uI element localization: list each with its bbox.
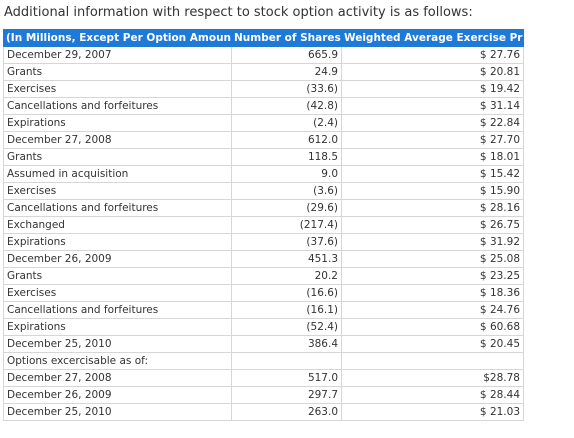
table-row: December 25, 2010 263.0 $ 21.03 [3, 403, 524, 421]
weighted-average-price-cell: $ 25.08 [341, 250, 524, 268]
row-label-cell: December 25, 2010 [3, 403, 232, 421]
table-row: December 26, 2009 451.3 $ 25.08 [3, 250, 524, 268]
row-label-cell: Expirations [3, 114, 232, 132]
table-row: December 27, 2008 517.0 $28.78 [3, 369, 524, 387]
header-period: (In Millions, Except Per Option Amounts) [3, 29, 232, 47]
weighted-average-price-cell: $ 20.45 [341, 335, 524, 353]
table-caption: Additional information with respect to s… [4, 5, 473, 20]
number-of-shares-cell: (42.8) [231, 97, 342, 115]
number-of-shares-cell: (16.6) [231, 284, 342, 302]
row-label-cell: Assumed in acquisition [3, 165, 232, 183]
weighted-average-price-cell: $ 18.01 [341, 148, 524, 166]
table-header-row: (In Millions, Except Per Option Amounts)… [3, 29, 524, 47]
weighted-average-price-cell: $ 15.42 [341, 165, 524, 183]
number-of-shares-cell [231, 352, 342, 370]
table-row: December 26, 2009 297.7 $ 28.44 [3, 386, 524, 404]
number-of-shares-cell: 20.2 [231, 267, 342, 285]
number-of-shares-cell: (37.6) [231, 233, 342, 251]
number-of-shares-cell: (3.6) [231, 182, 342, 200]
header-weighted-average-price: Weighted Average Exercise Price [341, 29, 524, 47]
weighted-average-price-cell: $ 19.42 [341, 80, 524, 98]
row-label-cell: Exchanged [3, 216, 232, 234]
table-row: Cancellations and forfeitures (29.6) $ 28.… [3, 199, 524, 217]
table-row: Exercises (16.6) $ 18.36 [3, 284, 524, 302]
weighted-average-price-cell: $ 60.68 [341, 318, 524, 336]
table-row: December 27, 2008 612.0 $ 27.70 [3, 131, 524, 149]
number-of-shares-cell: 24.9 [231, 63, 342, 81]
number-of-shares-cell: 9.0 [231, 165, 342, 183]
weighted-average-price-cell: $ 28.16 [341, 199, 524, 217]
row-label-cell: December 25, 2010 [3, 335, 232, 353]
number-of-shares-cell: (217.4) [231, 216, 342, 234]
weighted-average-price-cell: $ 24.76 [341, 301, 524, 319]
table-row: Exercises (3.6) $ 15.90 [3, 182, 524, 200]
number-of-shares-cell: (33.6) [231, 80, 342, 98]
header-number-of-shares: Number of Shares [231, 29, 342, 47]
table-row: December 25, 2010 386.4 $ 20.45 [3, 335, 524, 353]
number-of-shares-cell: 118.5 [231, 148, 342, 166]
row-label-cell: December 26, 2009 [3, 386, 232, 404]
number-of-shares-cell: 386.4 [231, 335, 342, 353]
weighted-average-price-cell: $ 22.84 [341, 114, 524, 132]
row-label-cell: Exercises [3, 284, 232, 302]
row-label-cell: Exercises [3, 182, 232, 200]
table-row: Grants 118.5 $ 18.01 [3, 148, 524, 166]
row-label-cell: Expirations [3, 233, 232, 251]
weighted-average-price-cell: $28.78 [341, 369, 524, 387]
row-label-cell: Grants [3, 267, 232, 285]
row-label-cell: December 27, 2008 [3, 369, 232, 387]
number-of-shares-cell: 665.9 [231, 46, 342, 64]
table-row: Options excercisable as of: [3, 352, 524, 370]
row-label-cell: December 26, 2009 [3, 250, 232, 268]
number-of-shares-cell: 517.0 [231, 369, 342, 387]
row-label-cell: Options excercisable as of: [3, 352, 232, 370]
table-row: December 29, 2007 665.9 $ 27.76 [3, 46, 524, 64]
number-of-shares-cell: (52.4) [231, 318, 342, 336]
row-label-cell: Grants [3, 148, 232, 166]
row-label-cell: December 27, 2008 [3, 131, 232, 149]
table-row: Expirations (37.6) $ 31.92 [3, 233, 524, 251]
number-of-shares-cell: 297.7 [231, 386, 342, 404]
weighted-average-price-cell: $ 26.75 [341, 216, 524, 234]
table-row: Assumed in acquisition 9.0 $ 15.42 [3, 165, 524, 183]
weighted-average-price-cell [341, 352, 524, 370]
weighted-average-price-cell: $ 18.36 [341, 284, 524, 302]
stock-option-table: (In Millions, Except Per Option Amounts)… [3, 29, 524, 421]
row-label-cell: Exercises [3, 80, 232, 98]
weighted-average-price-cell: $ 28.44 [341, 386, 524, 404]
number-of-shares-cell: (2.4) [231, 114, 342, 132]
weighted-average-price-cell: $ 31.14 [341, 97, 524, 115]
table-row: Exchanged (217.4) $ 26.75 [3, 216, 524, 234]
row-label-cell: Grants [3, 63, 232, 81]
number-of-shares-cell: 451.3 [231, 250, 342, 268]
number-of-shares-cell: (16.1) [231, 301, 342, 319]
row-label-cell: Cancellations and forfeitures [3, 301, 232, 319]
number-of-shares-cell: (29.6) [231, 199, 342, 217]
number-of-shares-cell: 263.0 [231, 403, 342, 421]
weighted-average-price-cell: $ 20.81 [341, 63, 524, 81]
weighted-average-price-cell: $ 27.70 [341, 131, 524, 149]
table-row: Exercises (33.6) $ 19.42 [3, 80, 524, 98]
table-row: Expirations (52.4) $ 60.68 [3, 318, 524, 336]
number-of-shares-cell: 612.0 [231, 131, 342, 149]
weighted-average-price-cell: $ 27.76 [341, 46, 524, 64]
weighted-average-price-cell: $ 21.03 [341, 403, 524, 421]
table-row: Cancellations and forfeitures (16.1) $ 24.… [3, 301, 524, 319]
table-row: Grants 20.2 $ 23.25 [3, 267, 524, 285]
weighted-average-price-cell: $ 23.25 [341, 267, 524, 285]
row-label-cell: Cancellations and forfeitures [3, 97, 232, 115]
weighted-average-price-cell: $ 31.92 [341, 233, 524, 251]
table-row: Cancellations and forfeitures (42.8) $ 31.… [3, 97, 524, 115]
row-label-cell: Cancellations and forfeitures [3, 199, 232, 217]
weighted-average-price-cell: $ 15.90 [341, 182, 524, 200]
table-row: Grants 24.9 $ 20.81 [3, 63, 524, 81]
row-label-cell: Expirations [3, 318, 232, 336]
table-body: December 29, 2007 665.9 $ 27.76 Grants 24.9 $… [3, 46, 524, 421]
row-label-cell: December 29, 2007 [3, 46, 232, 64]
table-row: Expirations (2.4) $ 22.84 [3, 114, 524, 132]
